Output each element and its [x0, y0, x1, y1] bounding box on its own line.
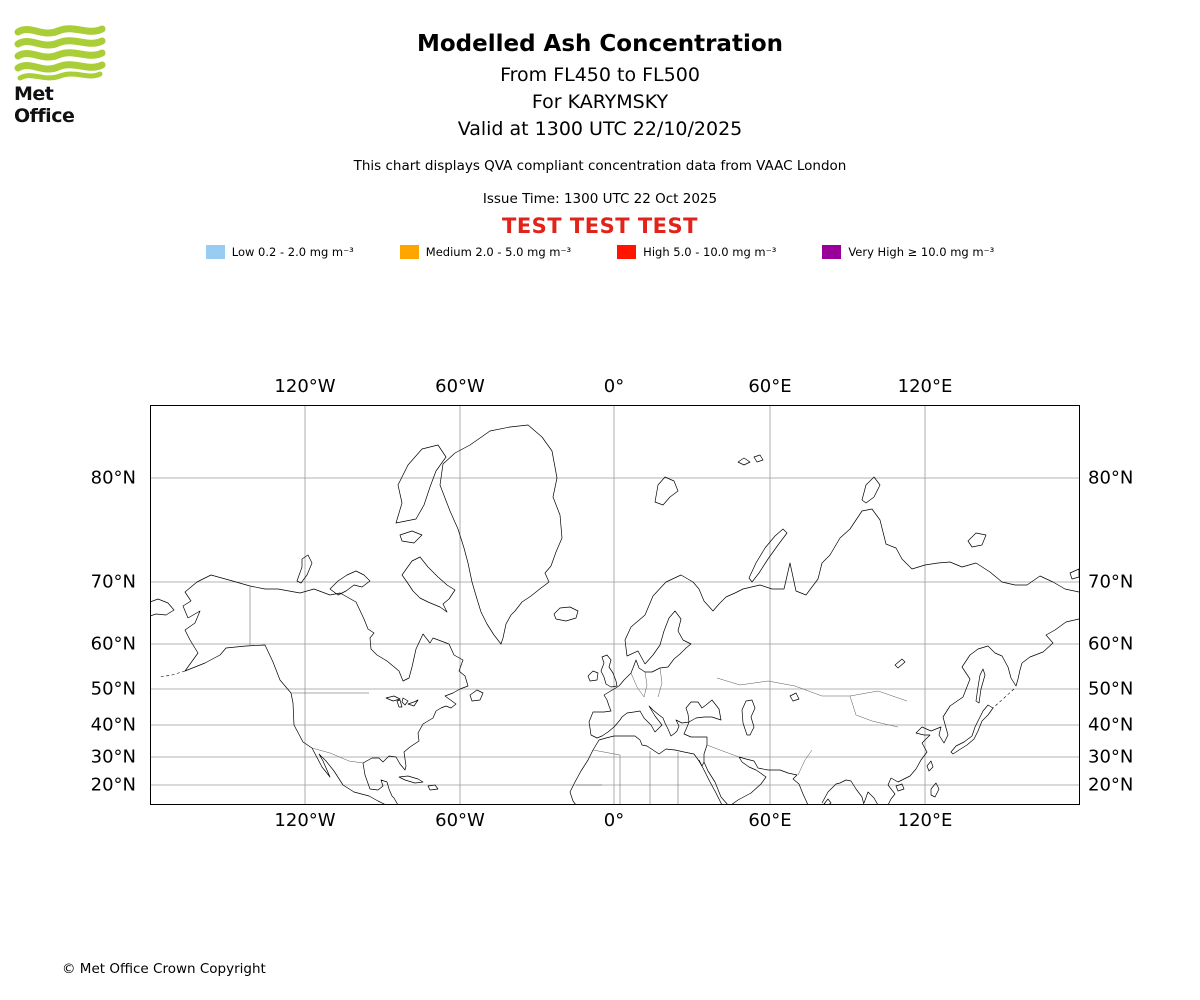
subtitle-volcano: For KARYMSKY: [531, 91, 669, 113]
svalbard-coastline: [654, 476, 679, 506]
great-lakes-outline: [385, 658, 906, 708]
latitude-tick-label: 60°N: [1088, 633, 1134, 655]
latitude-tick-label: 30°N: [90, 746, 136, 768]
iceland-coastline: [553, 606, 579, 622]
great-britain-coastline: [600, 654, 618, 688]
kuril-aleutian-chain: [159, 670, 1015, 709]
latitude-tick-label: 80°N: [90, 467, 136, 489]
north-africa-coastline: [569, 735, 723, 805]
country-borders: [249, 586, 908, 805]
page-title: Modelled Ash Concentration: [416, 31, 784, 57]
logo-wave-group: [14, 25, 106, 81]
arabia-levant-coastline: [683, 721, 729, 805]
legend-item: High 5.0 - 10.0 mg m⁻³: [617, 245, 776, 259]
subtitle-valid-time: Valid at 1300 UTC 22/10/2025: [457, 118, 743, 140]
longitude-labels-bottom: 120°W 60°W 0° 60°E 120°E: [150, 810, 1080, 834]
legend-label: High 5.0 - 10.0 mg m⁻³: [643, 245, 777, 259]
taiwan-hainan-philippines-coastline: [823, 760, 940, 805]
subtitle-block: From FL450 to FL500 For KARYMSKY Valid a…: [0, 62, 1200, 143]
met-office-waves-icon: [14, 25, 106, 81]
greenland-coastline: [439, 424, 563, 645]
chukotka-left-coastline: [150, 598, 175, 617]
victoria-island-coastline: [329, 570, 371, 596]
north-america-west-coastline: [184, 610, 387, 805]
latitude-tick-label: 40°N: [90, 714, 136, 736]
latitude-tick-label: 20°N: [1088, 774, 1134, 796]
test-banner: TEST TEST TEST: [502, 214, 698, 238]
legend-swatch: [205, 245, 225, 259]
baffin-island-coastline: [401, 556, 456, 613]
longitude-tick-label: 0°: [603, 810, 625, 831]
longitude-tick-label: 120°E: [897, 810, 953, 831]
eurasia-arctic-coastline: [624, 508, 1080, 665]
legend-item: Very High ≥ 10.0 mg m⁻³: [822, 245, 994, 259]
latitude-tick-label: 30°N: [1088, 746, 1134, 768]
latitude-labels-left: 80°N 70°N 60°N 50°N 40°N 30°N 20°N: [52, 405, 140, 805]
novaya-zemlya-coastline: [748, 528, 788, 583]
logo-wordmark: Met Office: [14, 83, 75, 127]
legend-swatch: [822, 245, 842, 259]
longitude-tick-label: 0°: [603, 376, 625, 397]
legend-label: Low 0.2 - 2.0 mg m⁻³: [231, 245, 354, 259]
longitude-tick-label: 60°W: [435, 810, 485, 831]
subtitle-flight-levels: From FL450 to FL500: [500, 64, 700, 86]
japan-coastline: [950, 704, 994, 755]
north-america-east-coastline: [182, 574, 469, 805]
legend-swatch: [617, 245, 637, 259]
latitude-tick-label: 20°N: [90, 774, 136, 796]
legend: Low 0.2 - 2.0 mg m⁻³ Medium 2.0 - 5.0 mg …: [0, 245, 1200, 259]
legend-swatch: [399, 245, 419, 259]
latitude-tick-label: 70°N: [1088, 571, 1134, 593]
map-svg: [150, 405, 1080, 805]
latitude-tick-label: 60°N: [90, 633, 136, 655]
issue-time: Issue Time: 1300 UTC 22 Oct 2025: [482, 191, 718, 207]
longitude-tick-label: 60°E: [748, 810, 792, 831]
caspian-sea-coastline: [741, 692, 800, 736]
caribbean-coastline: [398, 775, 439, 791]
map-frame: [150, 405, 1080, 805]
latitude-tick-label: 40°N: [1088, 714, 1134, 736]
met-office-logo: Met Office: [14, 24, 114, 127]
longitude-tick-label: 120°W: [274, 376, 336, 397]
south-asia-coastline: [730, 756, 879, 805]
latitude-tick-label: 80°N: [1088, 467, 1134, 489]
sakhalin-coastline: [975, 668, 986, 704]
newfoundland-coastline: [469, 689, 484, 702]
longitude-tick-label: 120°E: [897, 376, 953, 397]
longitude-labels-top: 120°W 60°W 0° 60°E 120°E: [150, 376, 1080, 400]
graticule: [150, 405, 1080, 805]
coastlines: [150, 424, 1080, 805]
longitude-tick-label: 60°E: [748, 376, 792, 397]
latitude-tick-label: 70°N: [90, 571, 136, 593]
qva-compliance-note: This chart displays QVA compliant concen…: [353, 158, 847, 174]
latitude-tick-label: 50°N: [90, 678, 136, 700]
east-asia-coastline: [887, 618, 1080, 805]
crown-copyright: © Met Office Crown Copyright: [62, 961, 266, 977]
map-panel: [150, 405, 1080, 805]
latitude-labels-right: 80°N 70°N 60°N 50°N 40°N 30°N 20°N: [1086, 405, 1174, 805]
banks-island-coastline: [296, 554, 313, 584]
europe-coastline: [588, 610, 692, 739]
black-sea-coastline: [685, 699, 722, 723]
legend-item: Low 0.2 - 2.0 mg m⁻³: [205, 245, 354, 259]
longitude-tick-label: 60°W: [435, 376, 485, 397]
latitude-tick-label: 50°N: [1088, 678, 1134, 700]
legend-label: Medium 2.0 - 5.0 mg m⁻³: [425, 245, 572, 259]
legend-label: Very High ≥ 10.0 mg m⁻³: [848, 245, 995, 259]
new-siberian-islands-coastline: [967, 532, 1080, 580]
ellesmere-island-coastline: [395, 444, 447, 544]
ireland-coastline: [587, 670, 599, 682]
legend-item: Medium 2.0 - 5.0 mg m⁻³: [399, 245, 572, 259]
severnaya-zemlya-coastline: [737, 454, 881, 504]
longitude-tick-label: 120°W: [274, 810, 336, 831]
